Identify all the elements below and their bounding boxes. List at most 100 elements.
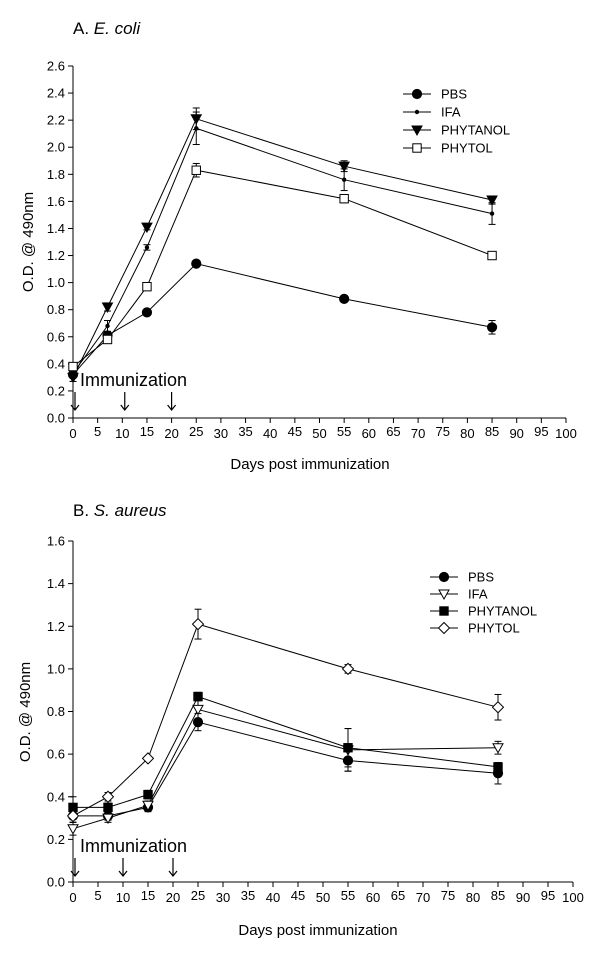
panel-a-data-point-phytanol: [190, 114, 203, 125]
panel-b-series-phytol: [66, 608, 505, 823]
panel-a-series-ifa: [69, 111, 496, 378]
panel-a-immunization-label: Immunization: [80, 370, 187, 390]
panel-a-data-point-phytol: [142, 281, 152, 292]
panel-a-x-tick-label: 65: [386, 424, 400, 439]
panel-b-y-tick-label: 0.8: [47, 704, 65, 719]
panel-b-data-point-ifa: [67, 824, 79, 835]
panel-b-data-point-ifa: [492, 743, 504, 754]
panel-b-organism: S. aureus: [94, 501, 167, 520]
panel-a-y-tick-label: 1.8: [47, 167, 65, 182]
panel-a-letter: A.: [73, 19, 89, 38]
panel-a-data-point-pbs: [191, 258, 202, 269]
panel-a-legend-marker-phytanol: [411, 125, 423, 137]
panel-b-data-point-phytanol: [493, 762, 503, 772]
panel-b-x-tick-label: 50: [316, 890, 330, 905]
panel-a-x-tick-label: 70: [411, 426, 425, 441]
panel-b-series: [66, 608, 505, 836]
panel-b-x-tick-label: 0: [69, 890, 76, 905]
panel-b-y-tick-label: 1.0: [47, 661, 65, 676]
panel-a-x-tick-label: 20: [164, 426, 178, 441]
panel-a-x-tick-label: 10: [115, 426, 129, 441]
panel-a-title: A. E. coli: [73, 19, 141, 38]
panel-a-data-point-ifa: [489, 211, 495, 216]
panel-b-immunization-annotation: Immunization: [70, 836, 187, 877]
panel-a-ticks: 0.0 0.2 0.4 0.6 0.8 1.0 1.2 1.4 1.6 1.8 2.0 2.2 2.4 2…: [47, 59, 577, 442]
panel-a-legend-entry-ifa: IFA: [403, 105, 461, 120]
panel-a-y-tick-label: 0.4: [47, 356, 65, 371]
panel-b-y-tick-label: 0.6: [47, 747, 65, 762]
panel-a-axes: [72, 66, 566, 419]
panel-a-x-tick-label: 80: [460, 426, 474, 441]
panel-a-data-point-pbs: [141, 307, 153, 318]
panel-a-series-phytanol: [67, 107, 498, 384]
panel-a-y-tick-label: 0.0: [47, 411, 65, 426]
panel-a-y-tick-label: 1.6: [47, 194, 65, 209]
panel-b-x-tick-label: 15: [141, 888, 155, 903]
panel-b-data-point-phytanol: [103, 802, 113, 813]
panel-b-data-point-ifa: [192, 704, 204, 716]
panel-a-data-point-phytanol: [67, 372, 79, 384]
panel-b-s-aureus: B. S. aureus 0.0 0.2 0.4 0.6 0.8 1.0 1.2 1.4 1.6…: [17, 501, 584, 939]
panel-b-data-point-ifa: [102, 813, 114, 825]
panel-b-y-tick-label: 0.0: [47, 875, 65, 890]
panel-b-x-tick-label: 5: [94, 888, 101, 903]
panel-a-series: [67, 107, 498, 384]
panel-b-legend-label-phytanol: PHYTANOL: [468, 604, 537, 619]
panel-b-x-tick-label: 75: [441, 888, 455, 903]
panel-b-series-phytanol: [68, 691, 503, 819]
panel-b-series-line-pbs: [73, 721, 499, 817]
panel-b-data-point-phytanol: [193, 691, 203, 702]
panel-a-x-tick-label: 90: [509, 426, 523, 441]
panel-b-legend-marker-phytol: [437, 621, 451, 635]
panel-b-y-axis-label: O.D. @ 490nm: [17, 662, 34, 762]
panel-a-series-pbs: [67, 258, 498, 380]
panel-b-y-tick-label: 1.4: [47, 576, 65, 591]
panel-b-legend-marker-pbs: [438, 571, 450, 583]
panel-a-x-tick-label: 50: [312, 426, 326, 441]
panel-b-letter: B.: [73, 501, 89, 520]
panel-a-immunization-arrow: [120, 392, 130, 411]
panel-b-x-tick-label: 20: [166, 890, 180, 905]
panel-a-series-line-ifa: [72, 127, 493, 374]
panel-a-data-point-phytol: [191, 165, 201, 175]
panel-b-legend-entry-pbs: PBS: [430, 570, 494, 585]
panel-a-x-tick-label: 0: [69, 426, 76, 441]
panel-b-data-point-phytol: [491, 701, 505, 714]
panel-a-x-tick-label: 100: [555, 426, 577, 441]
panel-b-series-line-ifa: [72, 708, 499, 830]
panel-a-x-tick-label: 55: [337, 424, 351, 439]
panel-b-y-tick-label: 1.2: [47, 619, 65, 634]
panel-b-x-tick-label: 90: [516, 890, 530, 905]
panel-a-legend-marker-phytol: [412, 143, 422, 153]
panel-b-data-point-phytol: [141, 752, 155, 765]
panel-a-data-point-pbs: [486, 322, 498, 333]
panel-a-immunization-arrow: [167, 392, 177, 411]
panel-a-data-point-phytol: [102, 334, 113, 345]
panel-b-data-point-phytol: [191, 617, 205, 631]
panel-a-immunization-annotation: Immunization: [70, 370, 187, 411]
panel-a-legend-entry-phytol: PHYTOL: [403, 141, 493, 156]
panel-a-series-line-phytanol: [72, 118, 493, 378]
panel-a-y-tick-label: 2.0: [47, 140, 65, 155]
panel-b-x-tick-label: 40: [266, 890, 280, 905]
panel-b-immunization-label: Immunization: [80, 836, 187, 856]
panel-a-immunization-arrow: [70, 392, 80, 411]
panel-b-legend-label-ifa: IFA: [468, 587, 488, 602]
panel-b-x-tick-label: 95: [541, 888, 555, 903]
panel-a-data-point-ifa: [105, 323, 110, 329]
panel-a-data-point-phytanol: [101, 302, 114, 314]
panel-b-title: B. S. aureus: [73, 501, 167, 520]
panel-a-legend-label-phytanol: PHYTANOL: [441, 123, 510, 138]
panel-b-x-tick-label: 65: [391, 888, 405, 903]
panel-b-x-tick-label: 55: [341, 888, 355, 903]
panel-a-y-tick-label: 0.6: [47, 329, 65, 344]
panel-a-y-tick-label: 2.6: [47, 59, 65, 74]
panel-a-e-coli: A. E. coli 0.0 0.2 0.4 0.6 0.8 1.0 1.2 1.4 1.6 1.…: [20, 19, 577, 473]
panel-a-x-tick-label: 25: [189, 424, 203, 439]
panel-a-x-tick-label: 45: [288, 424, 302, 439]
panel-b-series-line-phytol: [72, 623, 499, 817]
panel-b-legend-entry-ifa: IFA: [430, 587, 488, 602]
panel-b-x-tick-label: 25: [191, 888, 205, 903]
panel-a-x-tick-label: 40: [263, 426, 277, 441]
panel-b-legend-label-phytol: PHYTOL: [468, 621, 520, 636]
